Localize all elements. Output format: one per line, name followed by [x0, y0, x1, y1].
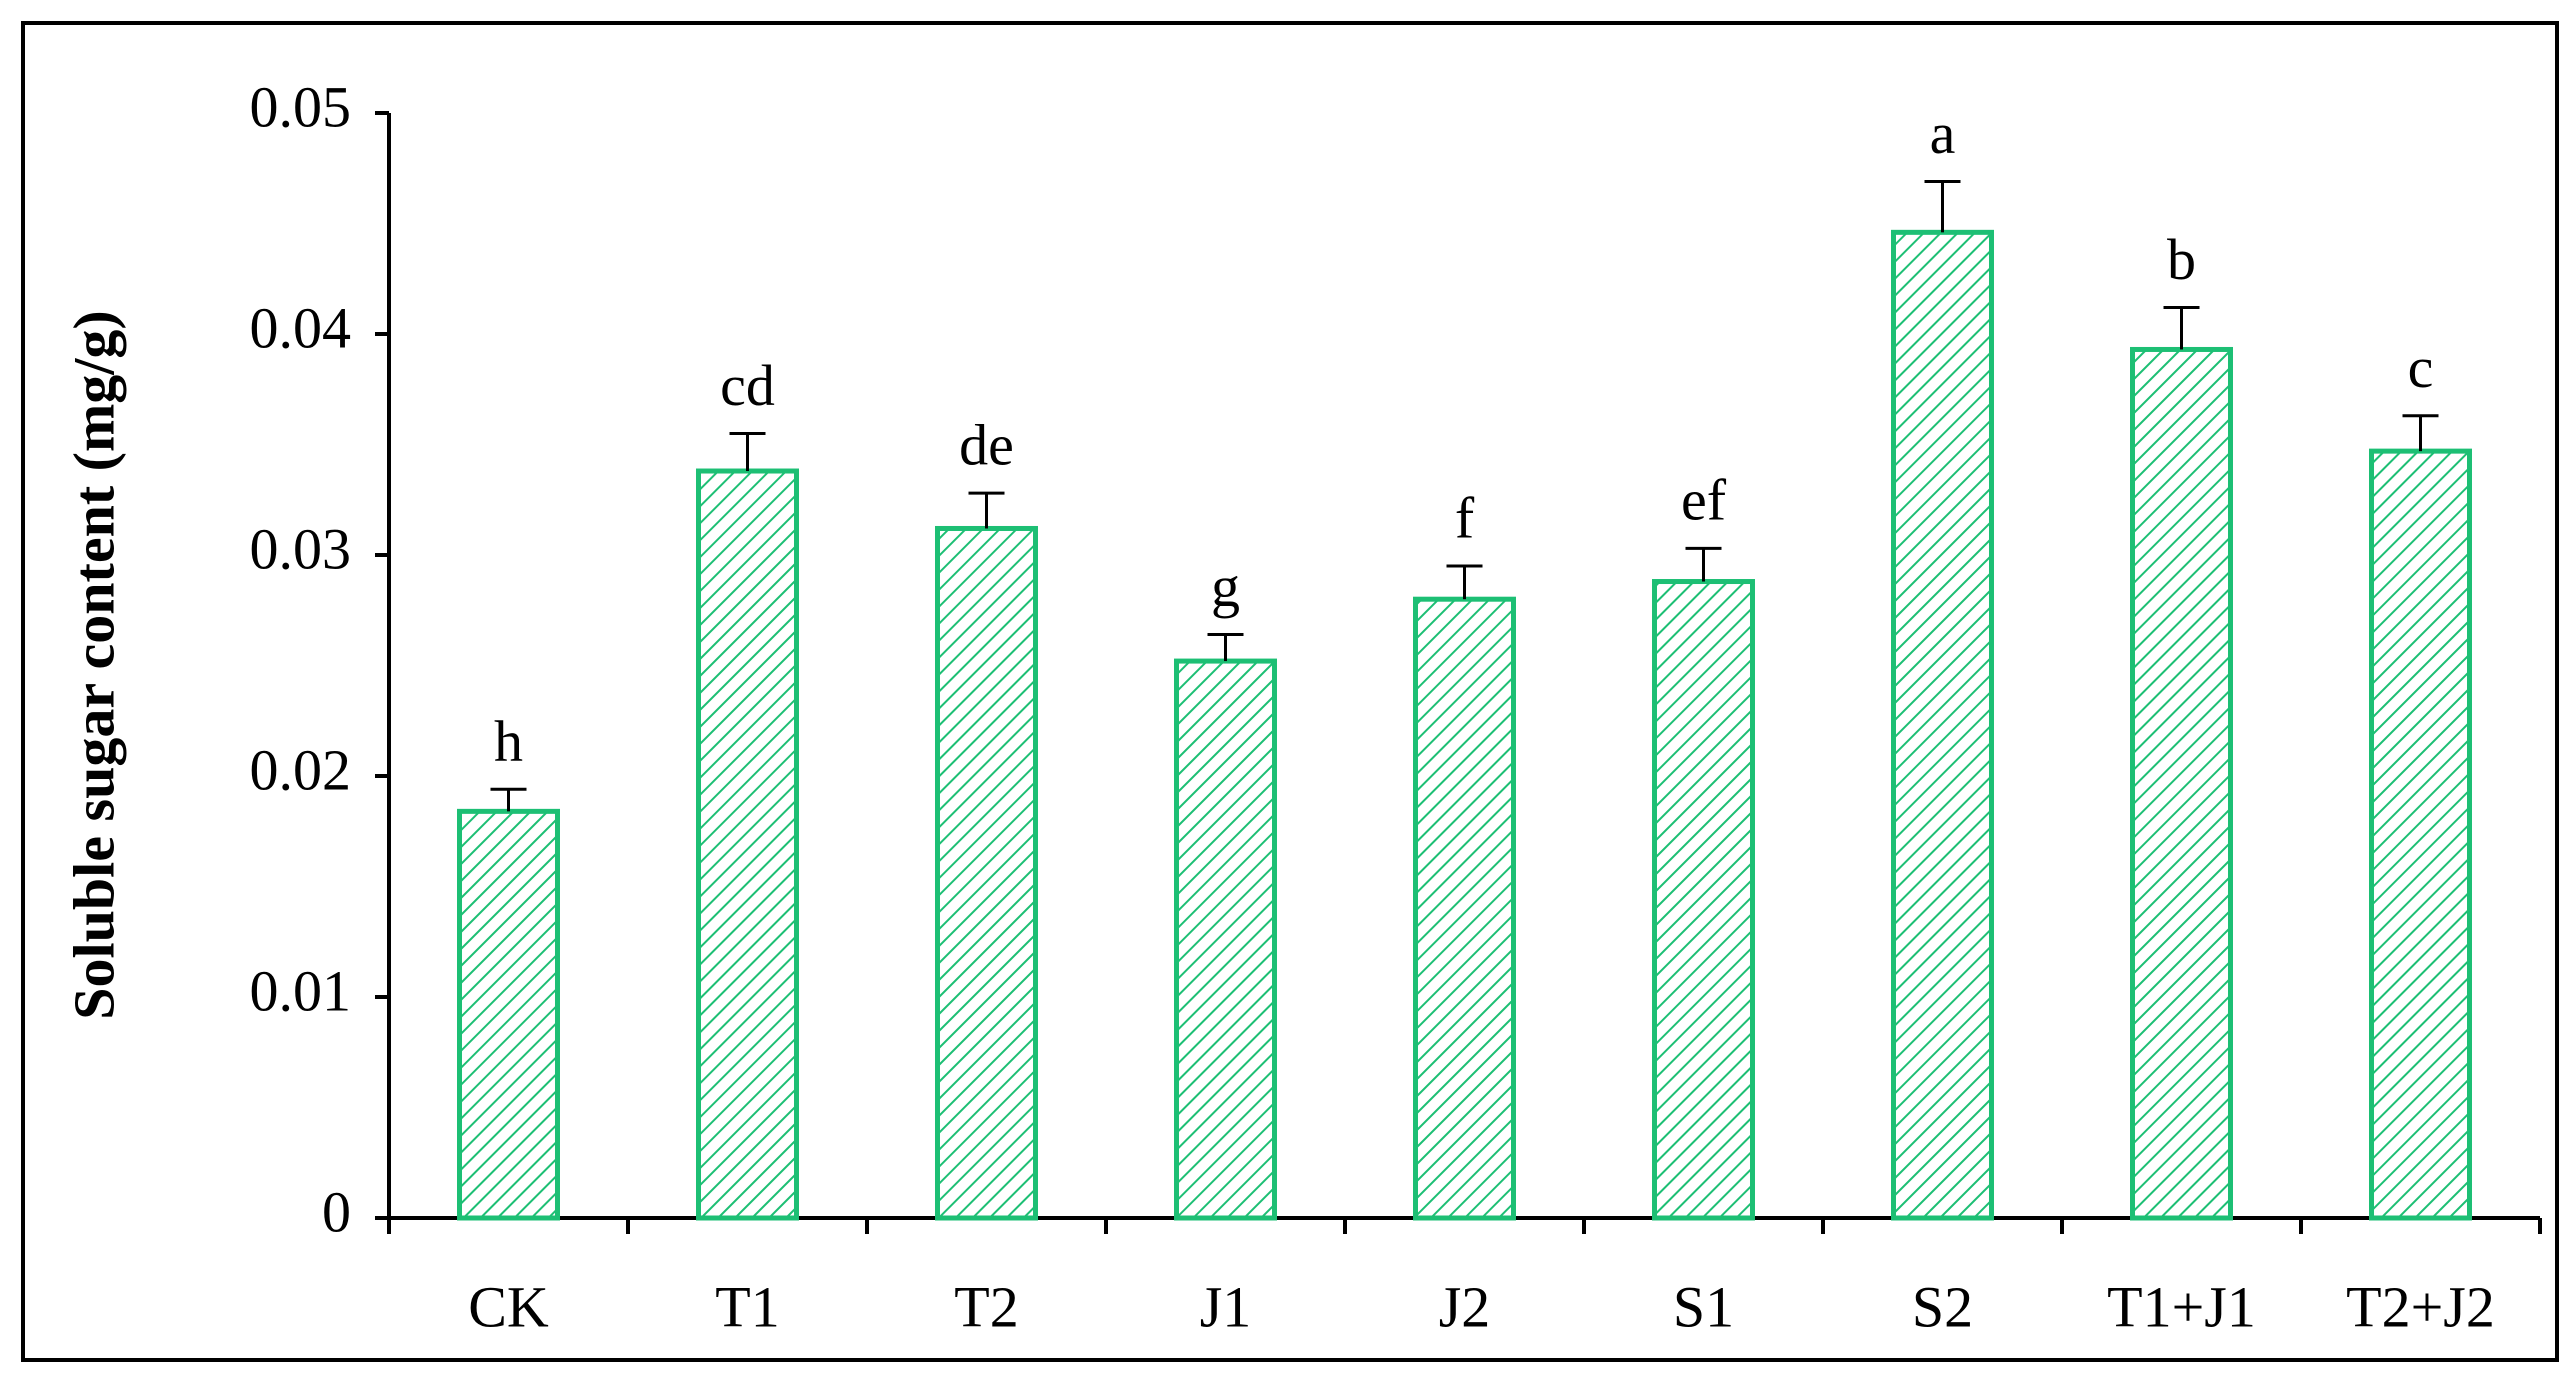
frame: [21, 21, 2559, 1362]
error-bar: [1446, 564, 1483, 600]
error-bar: [2163, 305, 2200, 350]
x-tick-label: J1: [1200, 1274, 1252, 1339]
error-bar: [490, 787, 527, 812]
error-bar: [1207, 633, 1244, 662]
y-tick-label: 0.03: [250, 516, 352, 581]
bar: [2369, 448, 2472, 1221]
x-tick-label: S2: [1912, 1274, 1973, 1339]
y-tick-label: 0: [322, 1179, 351, 1244]
bar: [696, 468, 799, 1221]
y-axis-label: Soluble sugar content (mg/g): [61, 310, 126, 1019]
significance-label: h: [494, 709, 523, 774]
significance-label: c: [2408, 335, 2434, 400]
error-bar: [1924, 180, 1961, 233]
x-tick-label: T2+J2: [2346, 1274, 2495, 1339]
y-tick-label: 0.04: [250, 295, 352, 360]
error-bar: [729, 431, 766, 472]
bar: [2130, 346, 2233, 1221]
significance-label: f: [1455, 485, 1475, 550]
significance-label: ef: [1681, 468, 1727, 533]
error-bar: [2402, 414, 2439, 452]
x-tick-label: S1: [1673, 1274, 1734, 1339]
significance-label: de: [959, 412, 1014, 477]
x-tick-label: T1+J1: [2107, 1274, 2256, 1339]
bar: [1174, 658, 1277, 1221]
significance-label: b: [2167, 227, 2196, 292]
x-tick-label: CK: [468, 1274, 549, 1339]
bar: [1891, 229, 1994, 1221]
bar: [1652, 579, 1755, 1221]
y-tick-label: 0.01: [250, 958, 352, 1023]
error-bar: [1685, 546, 1722, 582]
significance-label: a: [1930, 101, 1956, 166]
bar: [457, 808, 560, 1221]
y-tick-label: 0.02: [250, 737, 352, 802]
significance-label: g: [1211, 554, 1240, 619]
y-tick-label: 0.05: [250, 74, 352, 139]
bar: [935, 525, 1038, 1221]
x-tick-label: T2: [954, 1274, 1018, 1339]
bar: [1413, 596, 1516, 1221]
x-tick-label: J2: [1439, 1274, 1491, 1339]
significance-label: cd: [720, 353, 775, 418]
error-bar: [968, 491, 1005, 529]
x-tick-label: T1: [715, 1274, 779, 1339]
